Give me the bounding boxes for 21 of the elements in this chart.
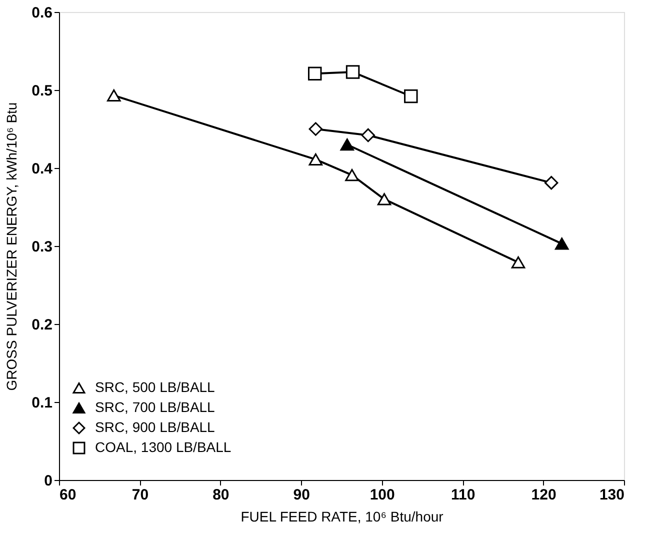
x-tick-label: 80 [212, 486, 230, 504]
y-tick-label: 0.4 [32, 160, 54, 178]
legend-label: SRC, 900 LB/BALL [95, 419, 216, 435]
legend-label: SRC, 700 LB/BALL [95, 399, 216, 415]
x-axis-title: FUEL FEED RATE, 10⁶ Btu/hour [240, 508, 444, 524]
x-tick-label: 70 [132, 486, 149, 504]
x-tick-label: 90 [293, 486, 310, 504]
x-tick-label: 120 [531, 486, 556, 504]
legend-label: COAL, 1300 LB/BALL [95, 439, 232, 455]
legend-label: SRC, 500 LB/BALL [95, 379, 216, 395]
y-tick-label: 0.6 [32, 4, 52, 22]
x-tick-label: 60 [60, 486, 76, 504]
y-tick-label: 0.3 [32, 238, 52, 256]
x-tick-label: 110 [450, 486, 476, 504]
x-tick-label: 100 [370, 486, 395, 504]
y-tick-label: 0.2 [32, 316, 52, 334]
y-tick-label: 0 [44, 472, 52, 490]
x-tick-label: 130 [599, 486, 624, 504]
y-axis-title: GROSS PULVERIZER ENERGY, kWh/10⁶ Btu [4, 102, 20, 391]
y-tick-label: 0.5 [32, 82, 52, 100]
y-tick-label: 0.1 [32, 394, 52, 412]
